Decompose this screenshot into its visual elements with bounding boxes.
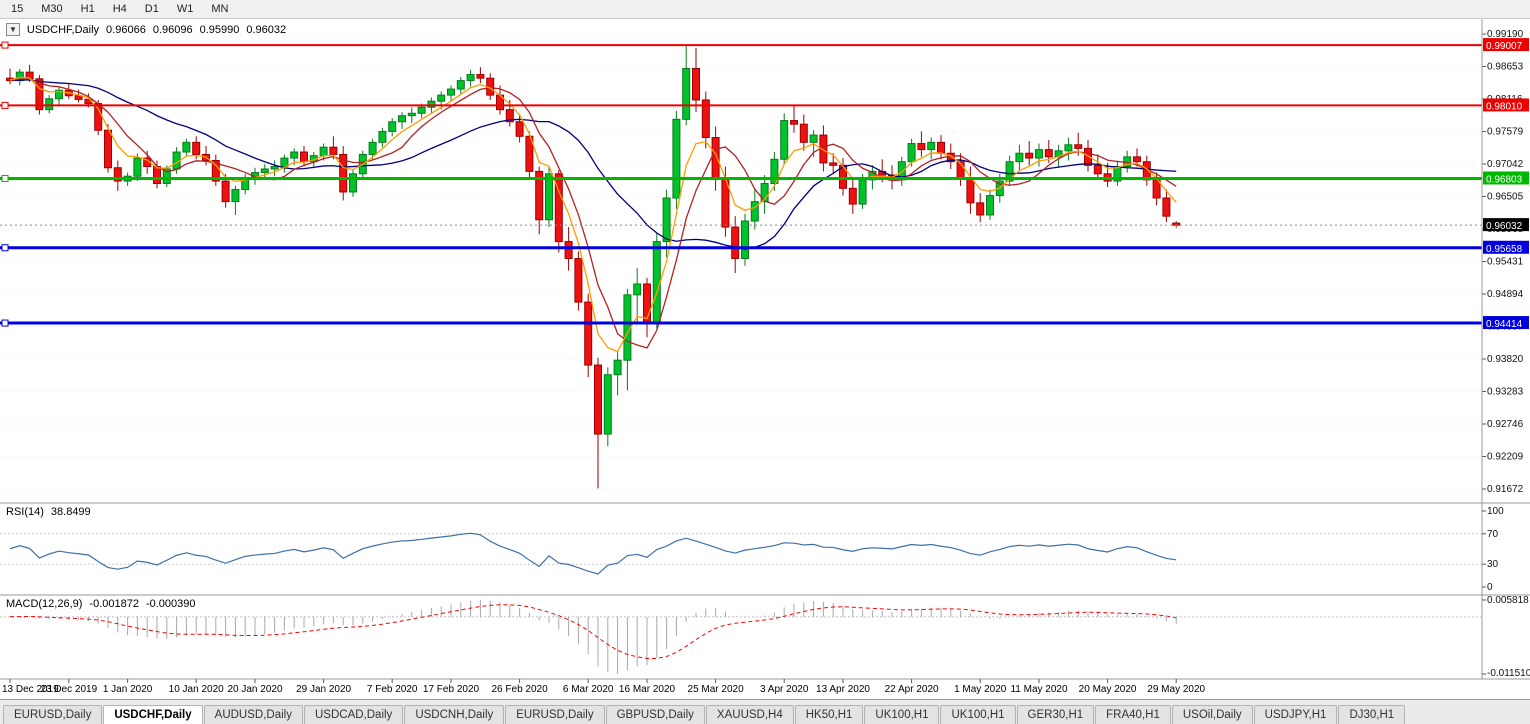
current-price-marker: 0.96032 [0, 218, 1529, 232]
svg-text:29 May 2020: 29 May 2020 [1147, 684, 1205, 695]
svg-text:23 Dec 2019: 23 Dec 2019 [40, 684, 97, 695]
svg-text:13 Dec 2019: 13 Dec 2019 [2, 684, 59, 695]
support-resistance-lines: 0.99007 0.98010 0.96803 0.95658 0.94414 [0, 38, 1529, 330]
chart-tab-audusd[interactable]: AUDUSD,Daily [203, 705, 303, 724]
ohlc-open: 0.96066 [106, 23, 146, 36]
chart-tab-hk50[interactable]: HK50,H1 [794, 705, 864, 724]
timeframe-button-w1[interactable]: W1 [176, 3, 194, 15]
svg-text:3 Apr 2020: 3 Apr 2020 [760, 684, 809, 695]
timeframe-button-h4[interactable]: H4 [112, 3, 127, 15]
svg-text:100: 100 [1487, 506, 1504, 517]
timeframe-toolbar: 15 M30 H1 H4 D1 W1 MN [0, 0, 1530, 19]
timeframe-button-h1[interactable]: H1 [80, 3, 95, 15]
svg-text:0.92209: 0.92209 [1487, 452, 1524, 463]
macd-label: MACD(12,26,9) -0.001872 -0.000390 [6, 598, 196, 610]
price-gridlines [0, 33, 1482, 490]
svg-text:26 Feb 2020: 26 Feb 2020 [492, 684, 549, 695]
chart-tab-dj30[interactable]: DJ30,H1 [1338, 705, 1406, 724]
svg-text:0.95658: 0.95658 [1486, 244, 1523, 255]
svg-text:6 Mar 2020: 6 Mar 2020 [563, 684, 614, 695]
symbol-dropdown-icon[interactable]: ▼ [6, 23, 20, 36]
svg-text:0.005818: 0.005818 [1487, 595, 1529, 606]
svg-text:-0.011510: -0.011510 [1487, 668, 1530, 679]
svg-text:70: 70 [1487, 529, 1499, 540]
svg-text:13 Apr 2020: 13 Apr 2020 [816, 684, 870, 695]
chart-tab-uk100[interactable]: UK100,H1 [864, 705, 940, 724]
macd-name: MACD(12,26,9) [6, 598, 83, 610]
svg-text:0.94894: 0.94894 [1487, 289, 1524, 300]
svg-text:7 Feb 2020: 7 Feb 2020 [367, 684, 418, 695]
chart-canvas[interactable]: 0.991900.986530.981160.975790.970420.965… [0, 19, 1530, 699]
svg-text:0: 0 [1487, 582, 1493, 593]
chart-tab-usdcnh[interactable]: USDCNH,Daily [404, 705, 505, 724]
macd-signal-line [9, 604, 1177, 660]
svg-text:0.92746: 0.92746 [1487, 419, 1524, 430]
chart-tab-usdcad[interactable]: USDCAD,Daily [303, 705, 404, 724]
svg-text:0.99190: 0.99190 [1487, 29, 1524, 40]
svg-text:11 May 2020: 11 May 2020 [1010, 684, 1068, 695]
svg-text:0.99007: 0.99007 [1486, 41, 1523, 52]
svg-text:1 May 2020: 1 May 2020 [954, 684, 1007, 695]
svg-text:0.97579: 0.97579 [1487, 127, 1524, 138]
chart-tab-usoil[interactable]: USOil,Daily [1171, 705, 1253, 724]
svg-text:0.98653: 0.98653 [1487, 62, 1524, 73]
svg-text:16 Mar 2020: 16 Mar 2020 [619, 684, 676, 695]
chart-tab-bar: EURUSD,Daily USDCHF,Daily AUDUSD,Daily USDC… [0, 699, 1530, 724]
moving-average-lines [9, 76, 1177, 353]
svg-text:10 Jan 2020: 10 Jan 2020 [169, 684, 224, 695]
svg-text:25 Mar 2020: 25 Mar 2020 [688, 684, 745, 695]
svg-text:0.93820: 0.93820 [1487, 354, 1524, 365]
chart-tab-fra40[interactable]: FRA40,H1 [1095, 705, 1171, 724]
svg-text:0.93283: 0.93283 [1487, 387, 1524, 398]
rsi-panel: 100 70 30 0 [0, 506, 1504, 593]
svg-text:0.94414: 0.94414 [1486, 319, 1523, 330]
chart-tab-gbpusd[interactable]: GBPUSD,Daily [605, 705, 705, 724]
svg-text:1 Jan 2020: 1 Jan 2020 [103, 684, 153, 695]
rsi-line [9, 532, 1177, 575]
svg-text:0.91672: 0.91672 [1487, 484, 1524, 495]
chart-tab-usdchf[interactable]: USDCHF,Daily [103, 705, 203, 724]
svg-text:0.97042: 0.97042 [1487, 159, 1524, 170]
svg-text:0.96505: 0.96505 [1487, 192, 1524, 203]
svg-text:29 Jan 2020: 29 Jan 2020 [296, 684, 351, 695]
chart-tab-uk100[interactable]: UK100,H1 [940, 705, 1016, 724]
ohlc-low: 0.95990 [199, 23, 240, 36]
svg-text:0.95431: 0.95431 [1487, 257, 1524, 268]
chart-tab-xauusd[interactable]: XAUUSD,H4 [705, 705, 794, 724]
chart-tab-ger30[interactable]: GER30,H1 [1016, 705, 1095, 724]
chart-tab-eurusd[interactable]: EURUSD,Daily [505, 705, 605, 724]
svg-text:17 Feb 2020: 17 Feb 2020 [423, 684, 480, 695]
chart-tab-eurusd[interactable]: EURUSD,Daily [3, 705, 103, 724]
macd-histogram [9, 600, 1177, 674]
svg-text:0.96032: 0.96032 [1486, 221, 1523, 232]
svg-text:22 Apr 2020: 22 Apr 2020 [885, 684, 939, 695]
svg-text:20 Jan 2020: 20 Jan 2020 [227, 684, 282, 695]
timeframe-button-m30[interactable]: M30 [41, 3, 63, 15]
timeframe-button-15[interactable]: 15 [11, 3, 24, 15]
macd-value: -0.001872 [89, 598, 139, 610]
ohlc-close: 0.96032 [246, 23, 287, 36]
timeframe-button-mn[interactable]: MN [211, 3, 229, 15]
svg-text:30: 30 [1487, 559, 1499, 570]
chart-window: 0.991900.986530.981160.975790.970420.965… [0, 19, 1530, 699]
macd-panel: 0.005818 -0.011510 [0, 595, 1530, 679]
rsi-label: RSI(14) 38.8499 [6, 506, 91, 518]
svg-text:0.98010: 0.98010 [1486, 101, 1523, 112]
svg-text:0.96803: 0.96803 [1486, 174, 1523, 185]
rsi-name: RSI(14) [6, 506, 44, 518]
timeframe-button-d1[interactable]: D1 [144, 3, 159, 15]
chart-tab-usdjpy[interactable]: USDJPY,H1 [1253, 705, 1338, 724]
ohlc-high: 0.96096 [152, 23, 193, 36]
svg-text:20 May 2020: 20 May 2020 [1079, 684, 1137, 695]
chart-symbol-header: ▼ USDCHF,Daily 0.96066 0.96096 0.95990 0… [6, 23, 286, 36]
symbol-title: USDCHF,Daily [26, 23, 100, 36]
macd-signal-value: -0.000390 [145, 598, 196, 610]
rsi-value: 38.8499 [50, 506, 91, 518]
